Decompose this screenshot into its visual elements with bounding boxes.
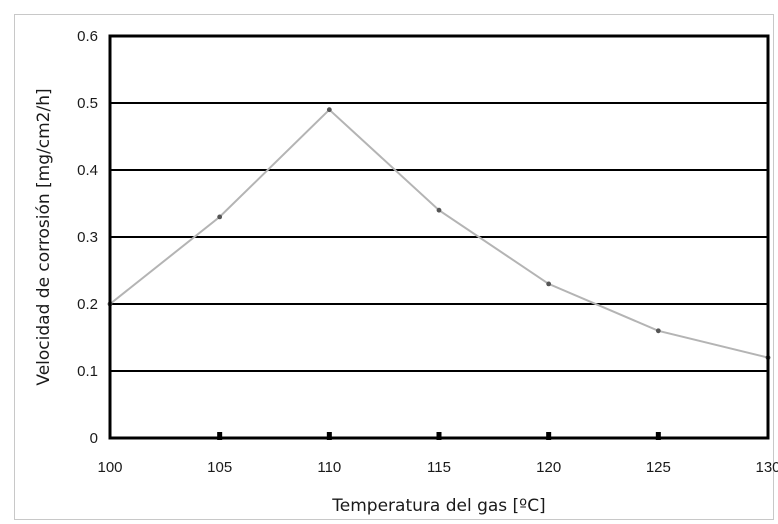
y-tick-label: 0.6: [77, 28, 98, 45]
x-tick-labels: 100 105 110 115 120 125 130: [97, 459, 778, 476]
data-point: [436, 207, 442, 213]
x-tick-label: 105: [207, 459, 232, 476]
data-point: [655, 328, 661, 334]
y-tick-label: 0.4: [77, 162, 98, 179]
y-tick-label: 0: [90, 430, 98, 447]
gridlines: [110, 102, 768, 372]
x-axis-title: Temperatura del gas [ºC]: [331, 496, 545, 516]
y-tick-label: 0.1: [77, 363, 98, 380]
y-axis-title: Velocidad de corrosión [mg/cm2/h]: [34, 88, 54, 385]
x-tick-marks: [217, 432, 661, 440]
data-point: [326, 107, 332, 113]
x-tick-label: 100: [97, 459, 122, 476]
y-tick-labels: 0 0.1 0.2 0.3 0.4 0.5 0.6: [77, 28, 98, 447]
data-markers: [107, 107, 771, 360]
y-tick-label: 0.5: [77, 95, 98, 112]
x-tick-label: 110: [317, 459, 341, 476]
y-tick-label: 0.3: [77, 229, 98, 246]
data-point: [546, 281, 552, 287]
series-line: [109, 108, 769, 359]
x-tick-label: 115: [427, 459, 451, 476]
x-tick-label: 120: [536, 459, 561, 476]
chart-frame: [14, 14, 774, 520]
y-tick-label: 0.2: [77, 296, 98, 313]
x-tick-label: 125: [646, 459, 671, 476]
x-tick-label: 130: [755, 459, 778, 476]
data-point: [217, 214, 223, 220]
